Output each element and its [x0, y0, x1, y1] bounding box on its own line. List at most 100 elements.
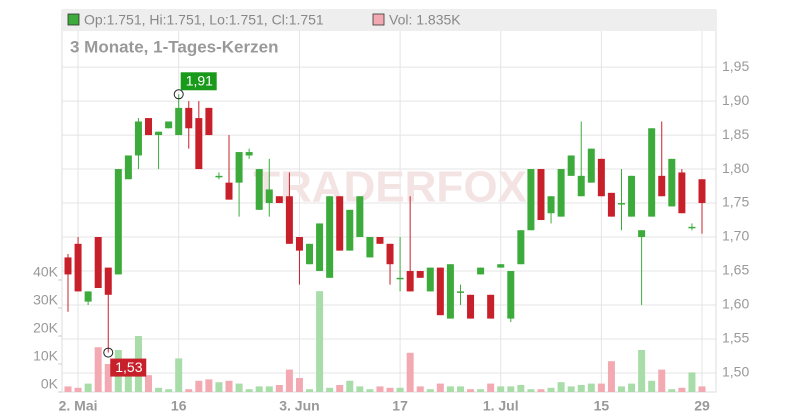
volume-bar — [648, 380, 656, 392]
volume-bar — [688, 372, 696, 392]
candle-body — [577, 175, 585, 197]
volume-bar — [406, 352, 414, 392]
header-volume: Vol: 1.835K — [389, 12, 461, 28]
y-tick-label: 1,85 — [722, 126, 749, 142]
volume-bar — [456, 386, 464, 392]
volume-bar — [557, 382, 565, 392]
y2-tick-label: 40K — [33, 264, 59, 280]
y-tick-label: 1,90 — [722, 92, 749, 108]
header-ohlc-swatch — [67, 13, 80, 26]
candle-body — [638, 230, 646, 238]
candle-body — [275, 196, 283, 204]
candle-body — [507, 271, 515, 319]
candle-body — [225, 182, 233, 200]
volume-bar — [225, 380, 233, 392]
volume-bar — [668, 389, 676, 392]
candle-body — [386, 243, 394, 265]
volume-bar — [436, 383, 444, 392]
plot-area — [61, 9, 717, 393]
volume-bar — [275, 384, 283, 392]
volume-bar — [316, 291, 324, 392]
volume-bar — [607, 361, 615, 392]
volume-bar — [517, 384, 525, 392]
volume-bar — [346, 380, 354, 392]
candle-body — [497, 264, 505, 268]
volume-bar — [467, 389, 475, 392]
y-tick-label: 1,95 — [722, 58, 749, 74]
volume-bar — [698, 386, 706, 392]
volume-bar — [165, 389, 173, 392]
annotation-label: 1,53 — [115, 359, 142, 375]
annotation-box — [110, 358, 147, 377]
candle-body — [628, 175, 636, 217]
candle-body — [185, 107, 193, 129]
candle-body — [467, 294, 475, 319]
candle-body — [607, 192, 615, 217]
volume-bar — [145, 375, 153, 392]
volume-bar — [638, 349, 646, 392]
candle-body — [255, 169, 263, 210]
annotation-marker — [173, 89, 184, 100]
candle-body — [617, 203, 625, 205]
watermark: TRADERFOX — [253, 163, 527, 212]
volume-bar — [597, 383, 605, 392]
candle-body — [94, 237, 102, 289]
volume-bar — [84, 383, 92, 392]
candle-body — [336, 196, 344, 251]
candle-body — [155, 131, 163, 136]
volume-bar — [396, 387, 404, 392]
volume-bar — [155, 387, 163, 392]
volume-bar — [245, 389, 253, 392]
volume-bar — [487, 383, 495, 392]
annotation-marker — [103, 347, 114, 358]
volume-bar — [195, 380, 203, 392]
candle-body — [64, 257, 72, 275]
candle-body — [456, 291, 464, 293]
x-tick-label: 15 — [594, 398, 610, 414]
volume-bar — [416, 386, 424, 392]
candle-body — [597, 158, 605, 197]
volume-bar — [366, 389, 374, 392]
volume-bar — [426, 389, 434, 392]
y2-tick-label: 0K — [41, 376, 59, 392]
candle-body — [306, 243, 314, 265]
candle-body — [678, 172, 686, 214]
candle-body — [366, 237, 374, 258]
volume-bar — [678, 387, 686, 392]
candle-body — [195, 118, 203, 170]
candle-body — [175, 107, 183, 136]
candle-body — [124, 155, 132, 180]
candle-body — [658, 175, 666, 197]
volume-bar — [537, 389, 545, 392]
candle-body — [416, 271, 424, 278]
candle-body — [356, 196, 364, 238]
y-tick-label: 1,55 — [722, 330, 749, 346]
volume-bar — [124, 375, 132, 392]
candle-body — [688, 226, 696, 229]
candle-body — [295, 237, 303, 251]
y-tick-label: 1,60 — [722, 296, 749, 312]
x-tick-label: 2. Mai — [59, 398, 98, 414]
volume-bar — [527, 389, 535, 392]
header-volume-swatch — [372, 13, 385, 26]
volume-bar — [507, 386, 515, 392]
y-tick-label: 1,65 — [722, 262, 749, 278]
candle-body — [165, 121, 173, 129]
volume-bar — [94, 347, 102, 392]
volume-bar — [658, 369, 666, 392]
header-bar — [62, 10, 716, 31]
candle-body — [376, 237, 384, 244]
volume-bar — [617, 386, 625, 392]
candle-body — [527, 169, 535, 231]
candle-body — [446, 264, 454, 319]
x-tick-label: 17 — [392, 398, 408, 414]
candle-body — [587, 148, 595, 183]
volume-bar — [376, 386, 384, 392]
y2-tick-label: 30K — [33, 292, 59, 308]
candle-body — [537, 169, 545, 221]
x-tick-label: 29 — [694, 398, 710, 414]
volume-bar — [446, 386, 454, 392]
header-ohlc: Op:1.751, Hi:1.751, Lo:1.751, Cl:1.751 — [84, 12, 324, 28]
volume-bar — [326, 387, 334, 392]
